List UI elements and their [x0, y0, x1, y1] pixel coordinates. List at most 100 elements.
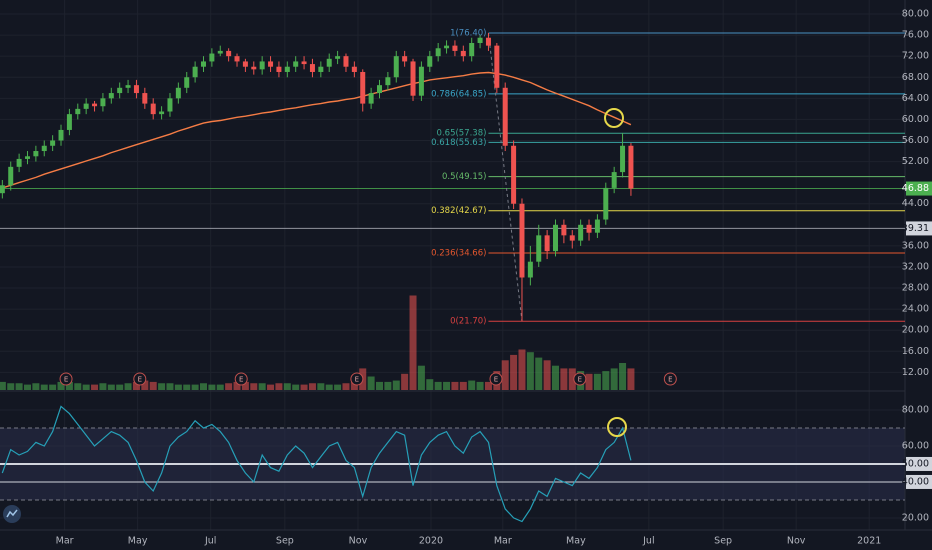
candle-body [494, 45, 500, 88]
candle-body [167, 98, 173, 112]
volume-bar [443, 381, 451, 390]
candle-body [142, 93, 148, 104]
volume-bar [32, 383, 40, 390]
volume-bar [199, 383, 207, 390]
volume-bar [7, 383, 15, 390]
volume-bar [57, 381, 65, 390]
fib-label: 0.786(64.85) [431, 89, 486, 99]
volume-bar [241, 381, 249, 390]
volume-bar [174, 384, 182, 390]
y-tick-label: 20.00 [902, 325, 929, 336]
volume-bar [191, 384, 199, 390]
rsi-tick-label: 80.00 [902, 404, 929, 415]
candle-body [41, 145, 47, 152]
volume-bar [124, 383, 132, 390]
volume-bar [543, 360, 551, 390]
candle-body [200, 61, 206, 67]
x-tick-label: 2021 [857, 536, 881, 547]
candle-body [385, 77, 391, 86]
x-tick-label: Nov [349, 536, 368, 547]
candle-body [268, 61, 274, 67]
candle-body [209, 53, 215, 62]
candle-body [536, 235, 542, 262]
candle-body [544, 235, 550, 252]
candle-body [33, 151, 39, 157]
volume-bar [384, 381, 392, 390]
earnings-marker [59, 372, 73, 386]
volume-bar [627, 368, 635, 390]
volume-bar [141, 380, 149, 390]
volume-bar [0, 381, 6, 390]
candle-body [259, 61, 265, 70]
volume-bar [619, 363, 627, 390]
candle-body [393, 56, 399, 78]
y-tick-label: 80.00 [902, 9, 929, 20]
marks: 1(76.40) 0.786(64.85) 0.65(57.38)0.618(55.… [0, 28, 905, 523]
candle-body [301, 61, 307, 65]
volume-bar [82, 384, 90, 390]
candle-body [410, 61, 416, 96]
rsi-line [1, 405, 632, 523]
candle-body [234, 56, 240, 62]
candle-body [519, 203, 525, 278]
candle-body [335, 56, 341, 59]
candle-body [75, 108, 81, 115]
candle-body [418, 66, 424, 96]
candle-body [8, 166, 14, 186]
volume-bar [426, 379, 434, 390]
candle-body [58, 129, 64, 141]
candle-body [376, 85, 382, 94]
rsi-tick-label: 20.00 [902, 512, 929, 523]
y-tick-label: 52.00 [902, 156, 929, 167]
candle-body [368, 93, 374, 104]
y-tick-label: 44.00 [902, 198, 929, 209]
y-tick-label: 32.00 [902, 261, 929, 272]
candle-body [117, 87, 123, 94]
fib-label: 0.618(55.63) [431, 138, 486, 148]
y-tick-label: 28.00 [902, 283, 929, 294]
candle-body [620, 145, 626, 173]
earnings-marker [663, 372, 677, 386]
volume-bar [518, 349, 526, 390]
candle-body [427, 56, 433, 67]
earnings-label: E [64, 376, 68, 384]
candle-body [284, 66, 290, 72]
candle-body [444, 45, 450, 49]
volume-bar [216, 384, 224, 390]
volume-bar [40, 384, 48, 390]
x-tick-label: Jul [642, 536, 654, 547]
candle-body [318, 66, 324, 72]
price-tag [906, 181, 932, 196]
volume-bar [65, 381, 73, 390]
candle-body [360, 71, 366, 104]
x-tick-label: Sep [714, 536, 732, 547]
earnings-marker [234, 372, 248, 386]
candle-body [477, 37, 483, 43]
rsi-tick-label: 40.00 [902, 476, 929, 487]
volume-bar [417, 365, 425, 390]
x-tick-label: May [128, 536, 148, 547]
volume-bar [15, 383, 23, 390]
fib-label: 0(21.70) [450, 317, 486, 327]
y-tick-label: 76.00 [902, 30, 929, 41]
x-tick-label: 2020 [419, 536, 443, 547]
candle-body [100, 98, 106, 107]
volume-bar [23, 384, 31, 390]
x-tick-label: Sep [276, 536, 294, 547]
highlight-circle [607, 417, 627, 437]
volume-bar [392, 380, 400, 390]
volume-bar [158, 383, 166, 390]
volume-bar [149, 381, 157, 390]
candle-body [125, 85, 131, 88]
candle-body [611, 172, 617, 188]
volume-bar [292, 384, 300, 390]
volume-bar [535, 357, 543, 390]
earnings-marker [489, 372, 503, 386]
x-tick-label: Mar [56, 536, 74, 547]
candle-body [50, 140, 56, 146]
volume-bar [593, 373, 601, 390]
volume-bar [367, 376, 375, 390]
fib-label: 0.5(49.15) [442, 172, 486, 182]
candle-body [226, 50, 232, 57]
candle-body [24, 156, 30, 159]
